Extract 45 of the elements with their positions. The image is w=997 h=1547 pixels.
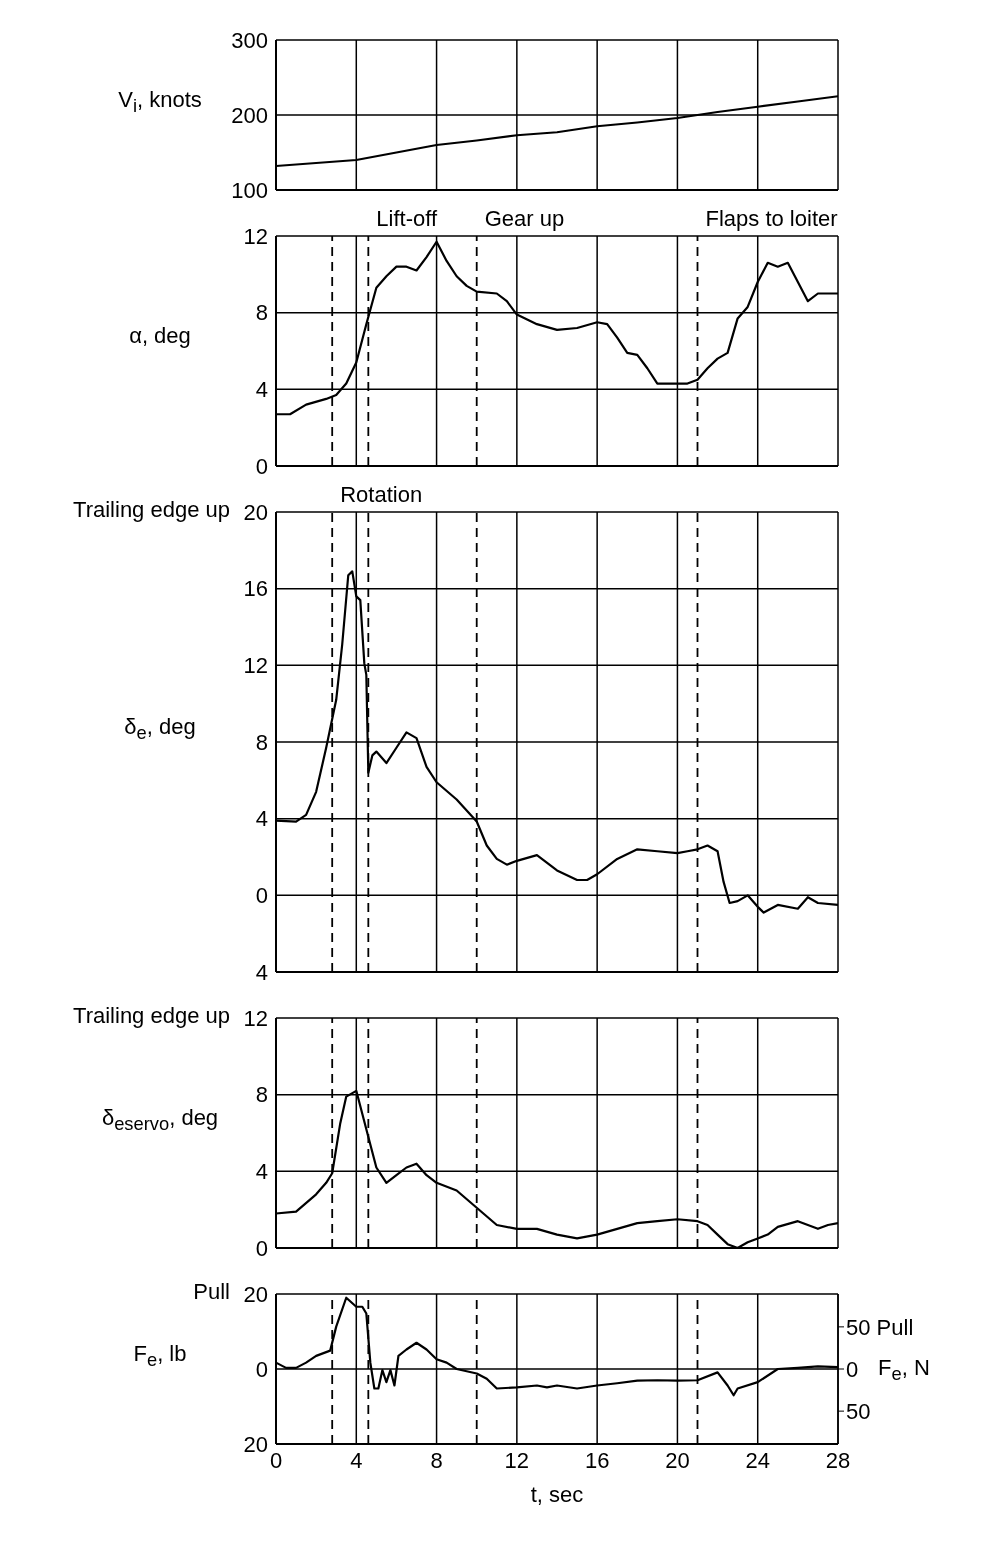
x-tick-label: 4 — [350, 1447, 363, 1473]
x-tick-label: 8 — [430, 1447, 443, 1473]
y2-tick-label: 50 Pull — [846, 1314, 914, 1340]
y-tick-label: 200 — [231, 102, 268, 128]
y-tick-label: 300 — [231, 27, 268, 53]
y-tick-label: 0 — [255, 1235, 268, 1261]
y-tick-label: 16 — [243, 576, 268, 602]
y-tick-label: 12 — [243, 1005, 268, 1031]
y-tick-label: 8 — [255, 729, 268, 755]
y-axis-title: α, deg — [128, 322, 192, 350]
text: Trailing edge up — [73, 497, 230, 523]
y-tick-label: 4 — [255, 377, 268, 403]
y-tick-label: 4 — [255, 959, 268, 985]
y-tick-label: 0 — [255, 1356, 268, 1382]
y-tick-label: 12 — [243, 223, 268, 249]
y-tick-label: 4 — [255, 806, 268, 832]
x-tick-label: 12 — [504, 1447, 530, 1473]
ref-line-label: Flaps to loiter — [705, 206, 838, 231]
x-axis-title: t, sec — [530, 1482, 584, 1507]
y-axis-title: F$_{e}$, lb — [132, 1340, 188, 1373]
y2-axis-title: F$_{e}$, N — [878, 1355, 930, 1386]
y-tick-label: 8 — [255, 300, 268, 326]
y-tick-label: 12 — [243, 653, 268, 679]
x-tick-label: 24 — [745, 1447, 770, 1473]
y-axis-title: V$_{i}$, knots — [117, 86, 203, 119]
ref-line-label: Lift-off — [376, 206, 438, 231]
y-tick-label: 100 — [231, 177, 268, 203]
y-tick-label: 4 — [255, 1159, 268, 1185]
y2-tick-label: 50 — [846, 1398, 871, 1424]
y-tick-label: 8 — [255, 1082, 268, 1108]
y-tick-label: 20 — [243, 1281, 268, 1307]
y-tick-label: 0 — [255, 453, 268, 479]
y-tick-label: 20 — [243, 499, 268, 525]
y2-tick-label: 0 — [846, 1356, 859, 1382]
y-tick-label: 20 — [243, 1431, 268, 1457]
text: Pull — [193, 1279, 230, 1305]
y-axis-title: δ$_{e}$, deg — [123, 713, 197, 746]
ref-line-label: Gear up — [484, 206, 565, 231]
x-tick-label: 16 — [584, 1447, 610, 1473]
text: Trailing edge up — [73, 1003, 230, 1029]
y-axis-title: δ$_{e}$$_{servo}$, deg — [100, 1104, 220, 1137]
x-tick-label: 28 — [825, 1447, 851, 1473]
y-tick-label: 0 — [255, 883, 268, 909]
x-tick-label: 20 — [665, 1447, 690, 1473]
ref-line-label: Rotation — [340, 482, 423, 507]
